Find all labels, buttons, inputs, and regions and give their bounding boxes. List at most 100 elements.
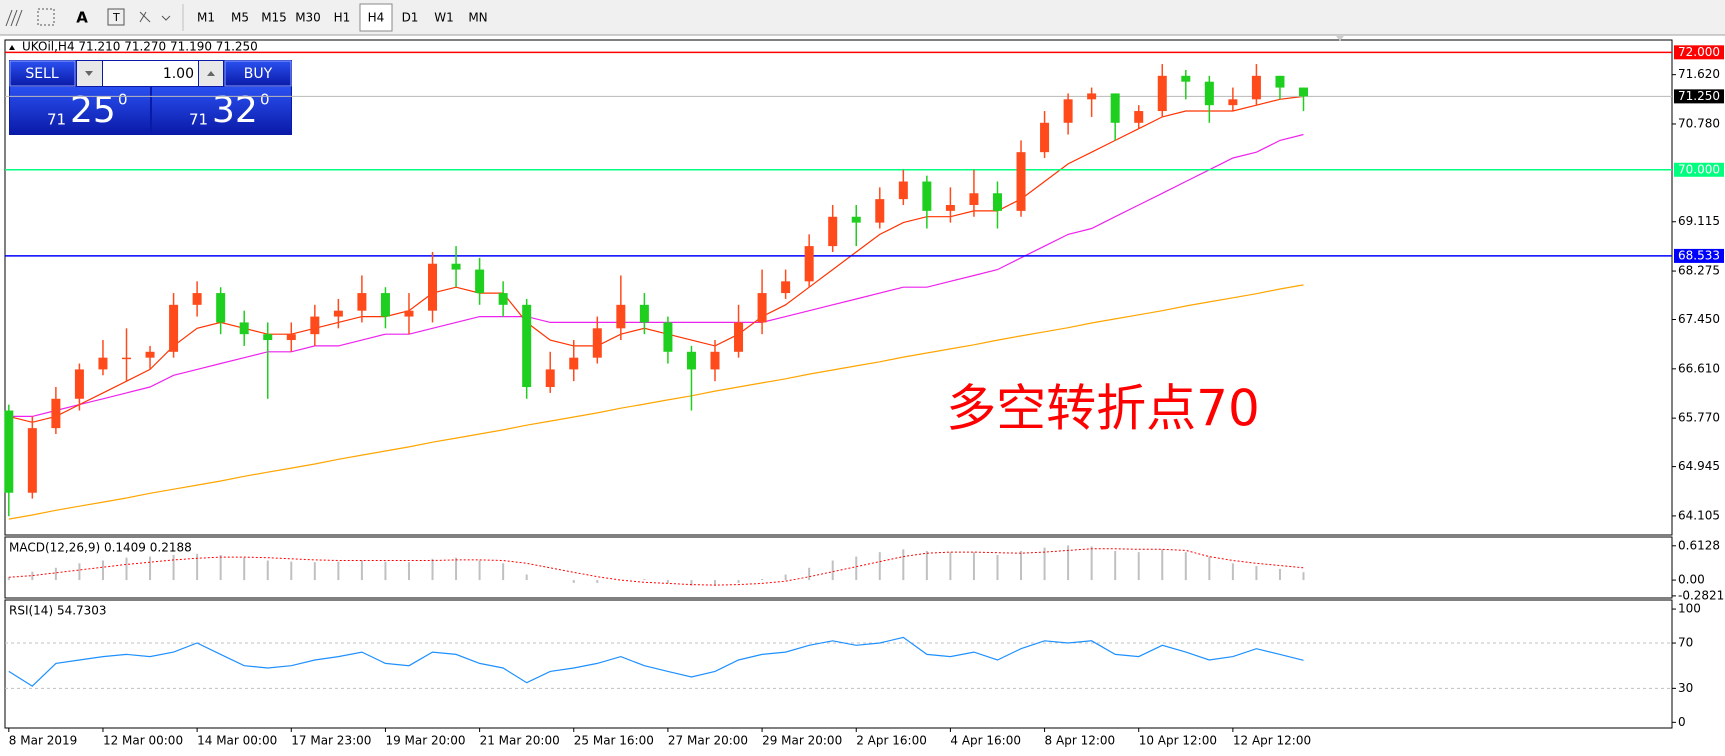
candle-body <box>663 322 673 352</box>
y-tick-label: 0 <box>1678 715 1686 729</box>
candle-body <box>145 351 155 358</box>
lot-up-arrow <box>207 71 215 76</box>
candle-body <box>27 428 37 493</box>
timeframe-button[interactable]: M15 <box>261 11 287 25</box>
timeframe-button[interactable]: M30 <box>295 11 321 25</box>
buy-button[interactable] <box>224 60 292 87</box>
price-level-tag <box>1674 162 1724 177</box>
y-tick-label: 70.780 <box>1678 116 1720 130</box>
candle-body <box>757 293 767 323</box>
candle-body <box>710 351 720 370</box>
x-tick-label: 12 Apr 12:00 <box>1233 734 1311 748</box>
bid-box[interactable] <box>10 87 150 134</box>
candle-body <box>616 304 626 329</box>
price-level-tag <box>1674 45 1724 60</box>
x-tick-label: 10 Apr 12:00 <box>1139 734 1217 748</box>
candle-body <box>1299 87 1308 97</box>
x-tick-label: 21 Mar 20:00 <box>480 734 560 748</box>
candle-body <box>1181 75 1191 82</box>
price-level-label: 68.533 <box>1678 248 1720 262</box>
lot-down-arrow <box>85 71 93 76</box>
chart-icon <box>5 9 23 27</box>
candle-body <box>545 369 555 388</box>
moving-average <box>8 95 1304 423</box>
bid-sup: 0 <box>118 91 128 109</box>
candle-body <box>1063 99 1073 123</box>
active-timeframe <box>359 3 393 32</box>
rsi-label: RSI(14) 54.7303 <box>9 604 107 618</box>
ask-sup: 0 <box>260 91 270 109</box>
timeframe-button[interactable]: D1 <box>402 11 419 25</box>
timeframe-button[interactable]: M5 <box>231 11 249 25</box>
candle-body <box>122 357 131 360</box>
candle-body <box>310 316 320 335</box>
moving-average <box>8 284 1304 520</box>
candle-body <box>239 322 249 335</box>
buy-label: BUY <box>244 66 273 82</box>
candle-body <box>216 293 226 323</box>
candle-body <box>898 181 908 200</box>
price-level-tag <box>1674 248 1724 263</box>
candle-body <box>734 322 744 352</box>
y-tick-label: 66.610 <box>1678 361 1720 375</box>
candle-body <box>286 334 296 341</box>
y-tick-label: -0.2821 <box>1678 588 1724 602</box>
bid-prefix: 71 <box>47 111 66 129</box>
grid-icon <box>37 8 55 26</box>
annotation: 多空转折点70 <box>946 380 1260 438</box>
candle-body <box>1275 75 1285 88</box>
lot-field[interactable] <box>103 61 198 86</box>
x-tick-label: 4 Apr 16:00 <box>950 734 1021 748</box>
macd-signal <box>8 548 1304 586</box>
text-icon <box>107 8 125 26</box>
x-tick-label: 2 Apr 16:00 <box>856 734 927 748</box>
objects-icon <box>139 11 171 23</box>
y-tick-label: 70 <box>1678 636 1693 650</box>
y-tick-label: 64.105 <box>1678 508 1720 522</box>
y-tick-label: 68.275 <box>1678 264 1720 278</box>
x-tick-label: 29 Mar 20:00 <box>762 734 842 748</box>
candle-body <box>263 334 273 341</box>
text-tool[interactable]: A <box>76 9 88 27</box>
candle-body <box>498 293 508 305</box>
candle-body <box>639 304 649 323</box>
candle-body <box>51 398 61 429</box>
candle-body <box>522 304 532 388</box>
candle-body <box>169 304 179 352</box>
ask-prefix: 71 <box>189 111 208 129</box>
y-tick-label: 65.770 <box>1678 411 1720 425</box>
candle-body <box>1228 99 1238 106</box>
candle-body <box>451 263 461 270</box>
candle-body <box>98 357 108 370</box>
trade-panel: SELL 1.00 BUY 71 25 0 71 32 0 <box>9 60 292 135</box>
x-tick-label: 12 Mar 00:00 <box>103 734 183 748</box>
candle-body <box>1157 75 1167 112</box>
candle-body <box>1251 75 1261 100</box>
macd-label: MACD(12,26,9) 0.1409 0.2188 <box>9 541 192 555</box>
y-tick-label: 0.6128 <box>1678 538 1720 552</box>
timeframe-button[interactable]: H4 <box>368 11 385 25</box>
candle-body <box>1087 93 1097 100</box>
sell-button[interactable] <box>9 60 76 87</box>
timeframe-button[interactable]: W1 <box>434 11 454 25</box>
chart-header: UKOil,H4 71.210 71.270 71.190 71.250 <box>22 40 258 54</box>
candle-body <box>781 281 791 294</box>
candle-body <box>333 310 343 317</box>
candle-body <box>686 351 696 370</box>
candle-body <box>1110 93 1120 123</box>
candle-body <box>192 293 202 305</box>
timeframe-button[interactable]: M1 <box>197 11 215 25</box>
y-tick-label: 64.945 <box>1678 459 1720 473</box>
ask-box[interactable] <box>152 87 291 134</box>
timeframe-button[interactable]: MN <box>468 11 487 25</box>
moving-average <box>8 133 1304 417</box>
candle-body <box>875 199 885 223</box>
price-level-tag <box>1674 89 1724 104</box>
y-tick-label: 0.00 <box>1678 573 1705 587</box>
candle-body <box>804 246 814 282</box>
y-tick-label: 30 <box>1678 681 1693 695</box>
shift-marker <box>1336 36 1344 41</box>
candle-body <box>945 205 955 211</box>
candle-body <box>922 181 932 211</box>
timeframe-button[interactable]: H1 <box>334 11 351 25</box>
